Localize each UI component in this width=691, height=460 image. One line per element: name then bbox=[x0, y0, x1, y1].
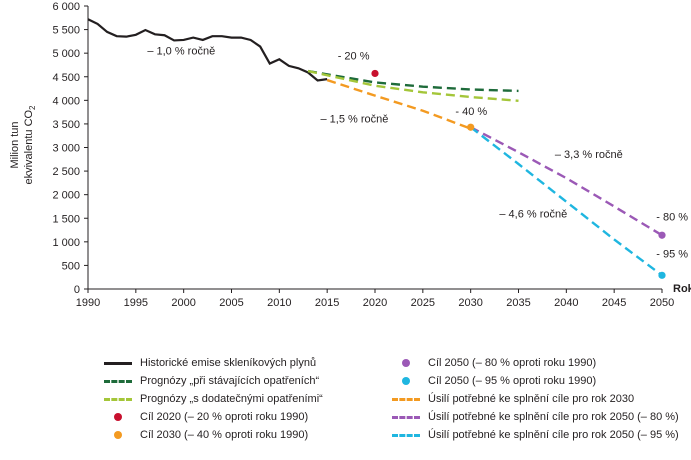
annotation-label: - 95 % bbox=[656, 248, 688, 260]
chart-series bbox=[87, 18, 663, 277]
y-tick-label: 2 000 bbox=[52, 190, 80, 202]
annotation-label: – 1,0 % ročně bbox=[147, 46, 215, 58]
legend-label: Historické emise skleníkových plynů bbox=[140, 357, 317, 369]
chart-annotations: – 1,0 % ročně - 20 % – 1,5 % ročně - 40 % – … bbox=[147, 46, 688, 261]
annotation-label: - 20 % bbox=[338, 50, 370, 62]
x-tick-label: 1990 bbox=[76, 297, 100, 309]
legend-label: Prognózy „s dodatečnými opatřeními“ bbox=[140, 393, 323, 405]
legend-item-historic: Historické emise skleníkových plynů bbox=[104, 354, 316, 372]
x-tick-label: 2050 bbox=[650, 297, 674, 309]
legend-item-existing: Prognózy „při stávajících opatřeních“ bbox=[104, 372, 319, 390]
y-axis-label-line2: ekvivalentu CO2 bbox=[23, 105, 37, 185]
legend-label: Úsilí potřebné ke splnění cíle pro rok 2… bbox=[428, 411, 679, 423]
x-tick-label: 2020 bbox=[363, 297, 387, 309]
legend-swatch bbox=[104, 376, 132, 386]
legend-swatch bbox=[104, 430, 132, 440]
y-tick-label: 4 000 bbox=[52, 95, 80, 107]
series-line-effort2050_95 bbox=[469, 126, 663, 277]
annotation-label: – 3,3 % ročně bbox=[555, 149, 623, 161]
y-tick-label: 6 000 bbox=[52, 1, 80, 13]
legend-swatch bbox=[104, 412, 132, 422]
series-line-existing bbox=[307, 69, 519, 93]
y-tick-label: 0 bbox=[74, 284, 80, 296]
point-target2030 bbox=[467, 123, 475, 131]
legend-label: Cíl 2050 (– 95 % oproti roku 1990) bbox=[428, 375, 597, 387]
annotation-label: - 40 % bbox=[455, 106, 487, 118]
legend-swatch bbox=[392, 394, 420, 404]
legend-label: Úsilí potřebné ke splnění cíle pro rok 2… bbox=[428, 429, 679, 441]
legend-label: Cíl 2020 (– 20 % oproti roku 1990) bbox=[140, 411, 309, 423]
series-line-effort2050_80 bbox=[470, 126, 663, 237]
point-target2050_80 bbox=[658, 231, 666, 239]
legend-item-target2050_95: Cíl 2050 (– 95 % oproti roku 1990) bbox=[392, 372, 596, 390]
legend-item-target2050_80: Cíl 2050 (– 80 % oproti roku 1990) bbox=[392, 354, 596, 372]
series-line-historic bbox=[87, 18, 328, 82]
y-tick-label: 1 500 bbox=[52, 213, 80, 225]
legend-swatch bbox=[392, 376, 420, 386]
x-tick-label: 2040 bbox=[554, 297, 578, 309]
point-target2050_95 bbox=[658, 271, 666, 279]
y-tick-label: 3 500 bbox=[52, 119, 80, 131]
y-axis-label-main: ekvivalentu CO bbox=[23, 109, 35, 184]
chart-axes: 1990 1995 2000 2005 2010 2015 2020 2025 2030 2035… bbox=[52, 1, 674, 309]
legend-swatch bbox=[392, 412, 420, 422]
x-tick-label: 1995 bbox=[124, 297, 148, 309]
annotation-label: - 80 % bbox=[656, 212, 688, 224]
x-tick-label: 2010 bbox=[267, 297, 291, 309]
y-axis-label-subscript: 2 bbox=[28, 105, 37, 110]
x-tick-label: 2000 bbox=[171, 297, 195, 309]
emissions-chart: 1990 1995 2000 2005 2010 2015 2020 2025 2030 2035… bbox=[9, 1, 691, 309]
x-tick-label: 2005 bbox=[219, 297, 243, 309]
y-axis-label-line1: Milion tun bbox=[9, 121, 21, 168]
x-tick-label: 2045 bbox=[602, 297, 626, 309]
x-tick-label: 2025 bbox=[411, 297, 435, 309]
legend-item-effort2030: Úsilí potřebné ke splnění cíle pro rok 2… bbox=[392, 390, 634, 408]
legend-label: Prognózy „při stávajících opatřeních“ bbox=[140, 375, 320, 387]
legend-swatch bbox=[392, 358, 420, 368]
annotation-label: – 4,6 % ročně bbox=[499, 208, 567, 220]
y-tick-label: 5 500 bbox=[52, 25, 80, 37]
x-tick-label: 2030 bbox=[458, 297, 482, 309]
legend-label: Cíl 2050 (– 80 % oproti roku 1990) bbox=[428, 357, 597, 369]
legend-item-effort2050_80: Úsilí potřebné ke splnění cíle pro rok 2… bbox=[392, 408, 679, 426]
y-tick-label: 1 000 bbox=[52, 237, 80, 249]
y-tick-label: 3 000 bbox=[52, 143, 80, 155]
series-line-effort2030 bbox=[326, 78, 472, 130]
legend-label: Cíl 2030 (– 40 % oproti roku 1990) bbox=[140, 429, 309, 441]
y-tick-label: 2 500 bbox=[52, 166, 80, 178]
annotation-label: – 1,5 % ročně bbox=[320, 114, 388, 126]
legend-swatch bbox=[392, 430, 420, 440]
x-axis-label: Rok bbox=[673, 283, 691, 295]
legend-swatch bbox=[104, 358, 132, 368]
legend-item-effort2050_95: Úsilí potřebné ke splnění cíle pro rok 2… bbox=[392, 426, 679, 444]
y-tick-label: 5 000 bbox=[52, 48, 80, 60]
legend-item-additional: Prognózy „s dodatečnými opatřeními“ bbox=[104, 390, 323, 408]
series-line-additional bbox=[307, 69, 519, 103]
legend-swatch bbox=[104, 394, 132, 404]
y-tick-label: 4 500 bbox=[52, 72, 80, 84]
x-tick-label: 2035 bbox=[506, 297, 530, 309]
x-tick-label: 2015 bbox=[315, 297, 339, 309]
point-target2020 bbox=[371, 69, 379, 78]
legend-item-target2020: Cíl 2020 (– 20 % oproti roku 1990) bbox=[104, 408, 308, 426]
y-tick-label: 500 bbox=[62, 260, 80, 272]
legend-label: Úsilí potřebné ke splnění cíle pro rok 2… bbox=[428, 393, 635, 405]
legend-item-target2030: Cíl 2030 (– 40 % oproti roku 1990) bbox=[104, 426, 308, 444]
chart-points bbox=[371, 69, 666, 279]
